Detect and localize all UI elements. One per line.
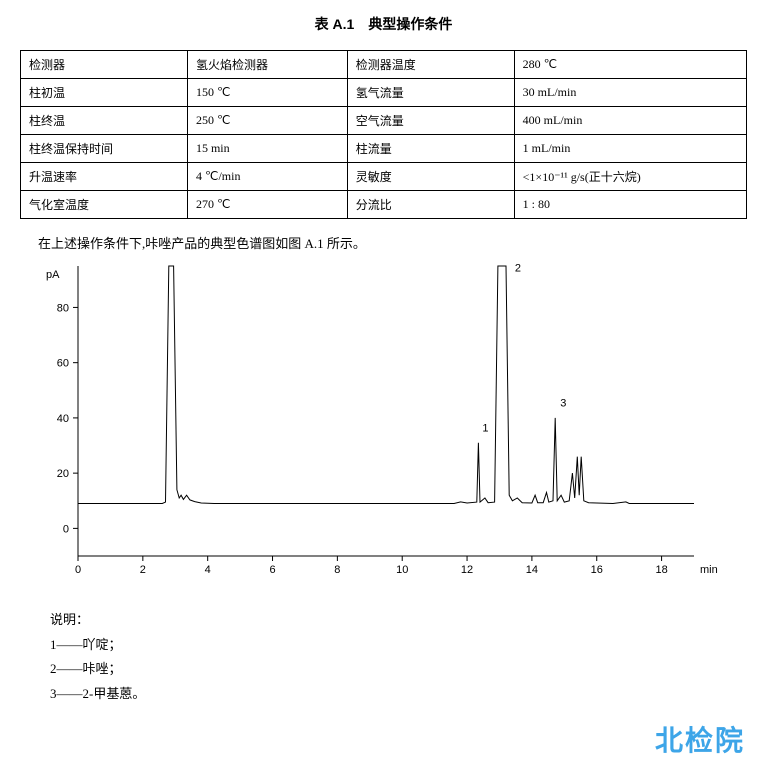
table-cell: 1 mL/min bbox=[514, 135, 746, 163]
svg-text:0: 0 bbox=[75, 564, 81, 576]
table-row: 气化室温度270 ℃分流比1 : 80 bbox=[21, 191, 747, 219]
table-row: 柱终温250 ℃空气流量400 mL/min bbox=[21, 107, 747, 135]
svg-text:2: 2 bbox=[140, 564, 146, 576]
table-row: 柱初温150 ℃氢气流量30 mL/min bbox=[21, 79, 747, 107]
table-cell: 4 ℃/min bbox=[187, 163, 347, 191]
legend-heading: 说明： bbox=[50, 608, 747, 633]
svg-text:20: 20 bbox=[57, 468, 69, 480]
svg-text:14: 14 bbox=[526, 564, 538, 576]
svg-text:60: 60 bbox=[57, 358, 69, 370]
table-cell: 30 mL/min bbox=[514, 79, 746, 107]
svg-text:0: 0 bbox=[63, 523, 69, 535]
svg-text:1: 1 bbox=[482, 422, 488, 434]
svg-text:16: 16 bbox=[591, 564, 603, 576]
svg-text:80: 80 bbox=[57, 302, 69, 314]
svg-text:6: 6 bbox=[269, 564, 275, 576]
svg-text:8: 8 bbox=[334, 564, 340, 576]
table-cell: 检测器温度 bbox=[347, 51, 514, 79]
table-cell: 升温速率 bbox=[21, 163, 188, 191]
table-cell: 280 ℃ bbox=[514, 51, 746, 79]
table-cell: 270 ℃ bbox=[187, 191, 347, 219]
table-cell: 15 min bbox=[187, 135, 347, 163]
svg-text:18: 18 bbox=[655, 564, 667, 576]
svg-text:40: 40 bbox=[57, 413, 69, 425]
table-cell: 柱初温 bbox=[21, 79, 188, 107]
table-cell: 分流比 bbox=[347, 191, 514, 219]
table-cell: 柱流量 bbox=[347, 135, 514, 163]
svg-text:min: min bbox=[700, 564, 718, 576]
table-cell: 气化室温度 bbox=[21, 191, 188, 219]
table-cell: 250 ℃ bbox=[187, 107, 347, 135]
table-title: 表 A.1 典型操作条件 bbox=[20, 14, 747, 34]
table-cell: 氢火焰检测器 bbox=[187, 51, 347, 79]
table-cell: 空气流量 bbox=[347, 107, 514, 135]
table-cell: <1×10⁻¹¹ g/s(正十六烷) bbox=[514, 163, 746, 191]
conditions-table: 检测器氢火焰检测器检测器温度280 ℃柱初温150 ℃氢气流量30 mL/min… bbox=[20, 50, 747, 219]
table-cell: 检测器 bbox=[21, 51, 188, 79]
svg-text:3: 3 bbox=[560, 398, 566, 410]
table-row: 升温速率4 ℃/min灵敏度<1×10⁻¹¹ g/s(正十六烷) bbox=[21, 163, 747, 191]
svg-text:2: 2 bbox=[515, 262, 521, 274]
table-cell: 1 : 80 bbox=[514, 191, 746, 219]
legend-block: 说明： 1——吖啶； 2——咔唑； 3——2-甲基蒽。 bbox=[50, 608, 747, 707]
table-cell: 氢气流量 bbox=[347, 79, 514, 107]
legend-item: 3——2-甲基蒽。 bbox=[50, 682, 747, 707]
legend-item: 2——咔唑； bbox=[50, 657, 747, 682]
table-row: 柱终温保持时间15 min柱流量1 mL/min bbox=[21, 135, 747, 163]
table-cell: 150 ℃ bbox=[187, 79, 347, 107]
watermark-text: 北检院 bbox=[655, 719, 745, 759]
figure-caption: 在上述操作条件下,咔唑产品的典型色谱图如图 A.1 所示。 bbox=[38, 233, 747, 252]
table-cell: 柱终温保持时间 bbox=[21, 135, 188, 163]
svg-text:10: 10 bbox=[396, 564, 408, 576]
svg-text:12: 12 bbox=[461, 564, 473, 576]
legend-item: 1——吖啶； bbox=[50, 633, 747, 658]
svg-text:4: 4 bbox=[205, 564, 211, 576]
table-cell: 400 mL/min bbox=[514, 107, 746, 135]
table-row: 检测器氢火焰检测器检测器温度280 ℃ bbox=[21, 51, 747, 79]
table-cell: 柱终温 bbox=[21, 107, 188, 135]
table-cell: 灵敏度 bbox=[347, 163, 514, 191]
chromatogram-chart: 020406080024681012141618pAmin123 bbox=[30, 260, 730, 590]
svg-text:pA: pA bbox=[46, 269, 60, 281]
